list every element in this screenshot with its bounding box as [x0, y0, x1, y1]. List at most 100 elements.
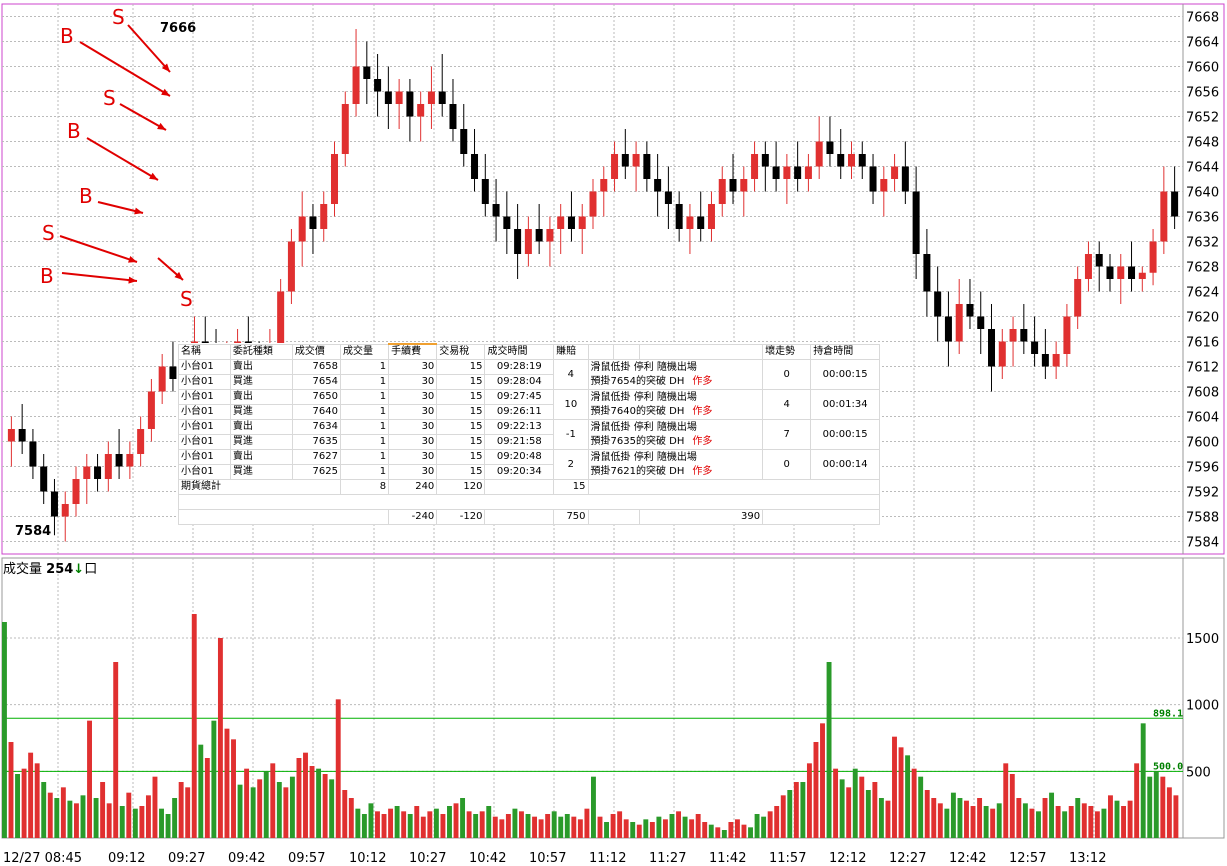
price-tick-label: 7664 [1186, 36, 1219, 51]
time-tick-label: 11:27 [649, 851, 686, 866]
cell-order-type: 買進 [229, 464, 293, 480]
volume-tick-label: 1500 [1186, 632, 1219, 647]
candle-body [50, 491, 58, 517]
volume-bar [610, 814, 616, 838]
volume-bar [918, 776, 924, 838]
cell-pnl: 10 [553, 389, 589, 420]
volume-guide-label: 898.1 [1153, 708, 1183, 719]
candle-body [1084, 254, 1092, 279]
candle-body [7, 429, 15, 442]
candle-body [395, 91, 403, 104]
volume-bar [767, 811, 773, 838]
candle-body [1020, 329, 1028, 342]
cell-name: 小台01 [178, 449, 231, 465]
volume-bar [957, 798, 963, 838]
volume-bar [1147, 776, 1153, 838]
time-tick-label: 12/27 08:45 [3, 851, 82, 866]
candle-body [988, 329, 996, 367]
volume-bar [649, 822, 655, 838]
candle-body [309, 216, 317, 229]
volume-bar [721, 830, 727, 838]
time-tick-label: 12:27 [889, 851, 926, 866]
time-tick-label: 09:57 [288, 851, 325, 866]
cell-fee: 30 [388, 419, 438, 435]
candle-body [460, 129, 468, 154]
volume-bar [460, 798, 466, 838]
table-header-row: 名稱 委託種類 成交價 成交量 手續費 交易稅 成交時間 賺賠 壞走勢 持倉時間 [178, 343, 880, 360]
high-price-label: 7666 [160, 21, 196, 36]
price-tick-label: 7640 [1186, 186, 1219, 201]
volume-bar [322, 774, 328, 838]
total-blank-1 [484, 479, 555, 495]
cell-name: 小台01 [178, 359, 231, 375]
volume-bar [54, 798, 60, 838]
volume-bar [499, 819, 505, 838]
volume-bar [839, 779, 845, 838]
volume-bar [492, 816, 498, 838]
volume-bar [597, 816, 603, 838]
candle-body [1171, 191, 1179, 217]
cell-name: 小台01 [178, 419, 231, 435]
header-qty: 成交量 [339, 343, 390, 360]
header-name: 名稱 [178, 343, 231, 360]
cell-hold: 00:00:15 [810, 359, 880, 390]
volume-bar [708, 824, 714, 838]
note-breakout: 預掛7621的突破 DH [590, 465, 685, 477]
volume-bar [289, 776, 295, 838]
candle-body [535, 229, 543, 242]
price-tick-label: 7656 [1186, 86, 1219, 101]
volume-bar [466, 811, 472, 838]
volume-bar [846, 787, 852, 838]
volume-bar [191, 614, 197, 838]
time-tick-label: 12:12 [829, 851, 866, 866]
cell-time: 09:27:45 [484, 389, 555, 405]
trade-annotation-arrowhead [174, 271, 183, 280]
volume-bar [1166, 787, 1172, 838]
candle-body [1138, 272, 1146, 279]
cell-price: 7634 [291, 419, 341, 435]
net-blank-1 [177, 509, 390, 525]
trade-annotation-letter: B [40, 264, 54, 288]
cell-price: 7627 [291, 449, 341, 465]
cell-trend: 7 [762, 419, 812, 450]
volume-bar [165, 814, 171, 838]
volume-bar [944, 808, 950, 838]
empty-row [178, 494, 880, 510]
candle-body [923, 254, 931, 292]
net-tax: -120 [436, 509, 486, 525]
candle-body [481, 179, 489, 204]
volume-bar [996, 803, 1002, 838]
volume-bar [1127, 800, 1133, 838]
candle-body [707, 204, 715, 229]
volume-bar [1022, 803, 1028, 838]
volume-bar [1140, 723, 1146, 838]
volume-bar [375, 811, 380, 838]
trade-annotation-arrowhead [149, 172, 158, 180]
empty-cell [178, 494, 880, 510]
trade-annotation-letter: S [42, 221, 55, 245]
time-tick-label: 12:57 [1009, 851, 1046, 866]
price-tick-label: 7584 [1186, 536, 1219, 551]
time-tick-label: 09:42 [228, 851, 265, 866]
volume-bar [669, 814, 675, 838]
candle-body [869, 166, 877, 192]
volume-bar [656, 816, 662, 838]
volume-bar [178, 782, 184, 838]
trade-annotation-letter: B [79, 184, 93, 208]
volume-bar [80, 795, 86, 838]
candle-body [740, 179, 748, 192]
volume-bar [119, 806, 125, 838]
candle-body [298, 216, 306, 242]
cell-pnl: -1 [553, 419, 589, 450]
volume-bar [977, 798, 983, 838]
volume-bar [859, 776, 865, 838]
volume-bar [309, 766, 315, 838]
note-breakout: 預掛7654的突破 DH [590, 375, 685, 387]
candle-body [664, 191, 672, 204]
volume-bar [152, 776, 158, 838]
volume-bar [564, 814, 570, 838]
volume-panel: 1500 1000 500 898.1 500.0 [1, 557, 1225, 839]
total-blank-2 [587, 479, 881, 495]
volume-bar [715, 827, 721, 838]
volume-bar [885, 800, 891, 838]
